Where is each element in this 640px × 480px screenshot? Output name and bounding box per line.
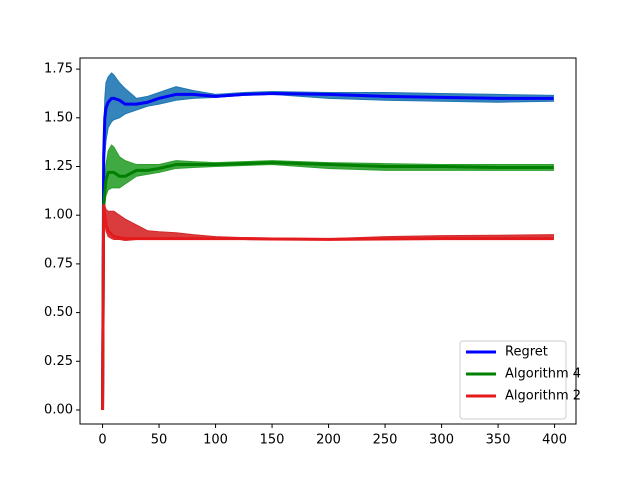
series-line [101,203,554,410]
x-tick-label: 300 [429,433,454,448]
legend: Regret Algorithm 4 Algorithm 2 [459,340,581,420]
y-tick-label: 1.25 [44,159,73,174]
series-line [101,161,554,410]
legend-label: Regret [505,345,548,360]
y-tick-label: 0.75 [44,256,73,271]
legend-box [459,340,567,420]
y-tick-label: 0.00 [44,402,73,417]
x-tick-label: 250 [373,433,398,448]
x-tick-label: 50 [151,433,168,448]
y-tick-label: 1.50 [44,110,73,125]
y-tick-label: 1.75 [44,62,73,77]
y-tick-label: 0.50 [44,305,73,320]
x-tick-label: 150 [260,433,285,448]
x-tick-label: 200 [316,433,341,448]
axes-frame [79,57,577,425]
plot-area [101,72,554,410]
legend-label: Algorithm 4 [505,367,581,382]
y-tick-label: 1.00 [44,208,73,223]
series-line [101,91,554,410]
y-tick-label: 0.25 [44,354,73,369]
legend-label: Algorithm 2 [505,389,581,404]
x-tick-label: 0 [98,433,106,448]
x-tick-label: 400 [542,433,567,448]
x-tick-label: 350 [486,433,511,448]
x-tick-label: 100 [203,433,228,448]
